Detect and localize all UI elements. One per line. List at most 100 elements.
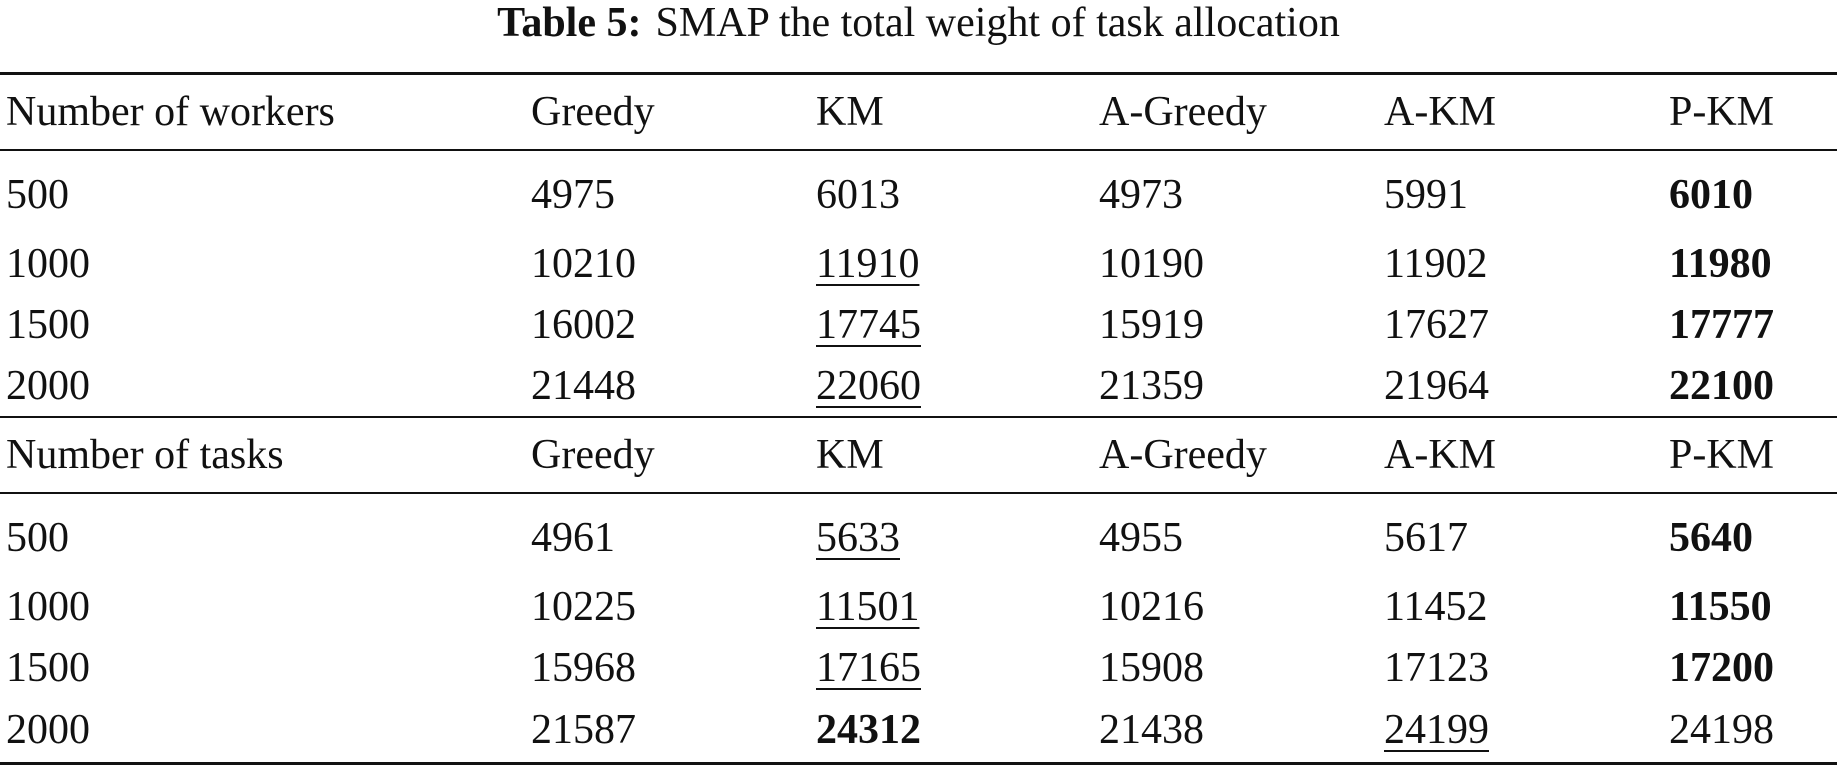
value-cell: 11910 [810,233,1093,294]
row-label: 1500 [6,301,90,348]
value-cell: 21587 [525,698,810,765]
row-header-label: Number of tasks [0,417,525,494]
table-row: 1000 10225 11501 10216 11452 11550 [0,576,1837,637]
value-cell: 22100 [1663,355,1837,417]
value-cell: 24198 [1663,698,1837,765]
value-cell: 4973 [1093,150,1378,233]
cell-value: 11902 [1384,240,1488,287]
value-cell: 22060 [810,355,1093,417]
cell-value: 24312 [816,707,921,753]
value-cell: 24312 [810,698,1093,765]
table-caption-label: Table 5: [497,0,642,46]
cell-value: 17627 [1384,301,1489,348]
value-cell: 11902 [1378,233,1663,294]
row-label-cell: 2000 [0,355,525,417]
value-cell: 4955 [1093,493,1378,576]
row-label-cell: 500 [0,150,525,233]
value-cell: 17165 [810,637,1093,698]
table-row: 1000 10210 11910 10190 11902 11980 [0,233,1837,294]
cell-value: 11980 [1669,240,1772,287]
cell-value: 21448 [531,362,636,409]
column-header: Greedy [525,73,810,151]
cell-value: 5633 [816,515,900,561]
value-cell: 10210 [525,233,810,294]
cell-value: 10216 [1099,583,1204,630]
row-label-cell: 1500 [0,294,525,355]
row-label-cell: 500 [0,493,525,576]
column-header: KM [810,417,1093,494]
cell-value: 17777 [1669,301,1774,348]
cell-value: 15919 [1099,301,1204,348]
cell-value: 5640 [1669,515,1753,561]
value-cell: 10216 [1093,576,1378,637]
value-cell: 17123 [1378,637,1663,698]
cell-value: 17200 [1669,644,1774,691]
table-row: 500 4975 6013 4973 5991 6010 [0,150,1837,233]
row-label-cell: 1000 [0,233,525,294]
value-cell: 5617 [1378,493,1663,576]
row-header-label: Number of workers [0,73,525,151]
value-cell: 6013 [810,150,1093,233]
cell-value: 10225 [531,583,636,630]
value-cell: 15919 [1093,294,1378,355]
cell-value: 10210 [531,240,636,287]
value-cell: 15908 [1093,637,1378,698]
cell-value: 11452 [1384,583,1488,630]
value-cell: 21448 [525,355,810,417]
table-caption: Table 5: SMAP the total weight of task al… [0,0,1837,48]
column-header: A-Greedy [1093,417,1378,494]
column-header: A-KM [1378,73,1663,151]
value-cell: 11501 [810,576,1093,637]
value-cell: 21964 [1378,355,1663,417]
cell-value: 16002 [531,301,636,348]
value-cell: 4961 [525,493,810,576]
value-cell: 4975 [525,150,810,233]
cell-value: 24198 [1669,707,1774,753]
table-row: 1500 16002 17745 15919 17627 17777 [0,294,1837,355]
row-label: 2000 [6,362,90,409]
table-row: 1500 15968 17165 15908 17123 17200 [0,637,1837,698]
value-cell: 16002 [525,294,810,355]
cell-value: 21964 [1384,362,1489,409]
cell-value: 21359 [1099,362,1204,409]
cell-value: 11550 [1669,583,1772,630]
row-label-cell: 2000 [0,698,525,765]
cell-value: 22100 [1669,362,1774,409]
value-cell: 5991 [1378,150,1663,233]
header-row: Number of workers Greedy KM A-Greedy A-KM P-K… [0,73,1837,151]
row-label-cell: 1000 [0,576,525,637]
cell-value: 24199 [1384,707,1489,753]
value-cell: 15968 [525,637,810,698]
cell-value: 6010 [1669,172,1753,218]
cell-value: 17165 [816,644,921,691]
column-header: A-KM [1378,417,1663,494]
cell-value: 4973 [1099,172,1183,218]
value-cell: 24199 [1378,698,1663,765]
table-caption-text: SMAP the total weight of task allocation [655,0,1340,46]
cell-value: 15908 [1099,644,1204,691]
cell-value: 10190 [1099,240,1204,287]
value-cell: 17200 [1663,637,1837,698]
value-cell: 10190 [1093,233,1378,294]
cell-value: 21438 [1099,707,1204,753]
cell-value: 4955 [1099,515,1183,561]
table-row: 500 4961 5633 4955 5617 5640 [0,493,1837,576]
value-cell: 5633 [810,493,1093,576]
cell-value: 15968 [531,644,636,691]
results-table-body: Number of workers Greedy KM A-Greedy A-KM P-K… [0,73,1837,765]
cell-value: 5617 [1384,515,1468,561]
value-cell: 21438 [1093,698,1378,765]
cell-value: 22060 [816,362,921,409]
value-cell: 6010 [1663,150,1837,233]
cell-value: 17745 [816,301,921,348]
value-cell: 17627 [1378,294,1663,355]
column-header: P-KM [1663,417,1837,494]
row-label: 500 [6,515,69,561]
column-header: Greedy [525,417,810,494]
row-label: 1500 [6,644,90,691]
value-cell: 10225 [525,576,810,637]
column-header: P-KM [1663,73,1837,151]
header-row: Number of tasks Greedy KM A-Greedy A-KM P-KM [0,417,1837,494]
value-cell: 11550 [1663,576,1837,637]
cell-value: 4961 [531,515,615,561]
